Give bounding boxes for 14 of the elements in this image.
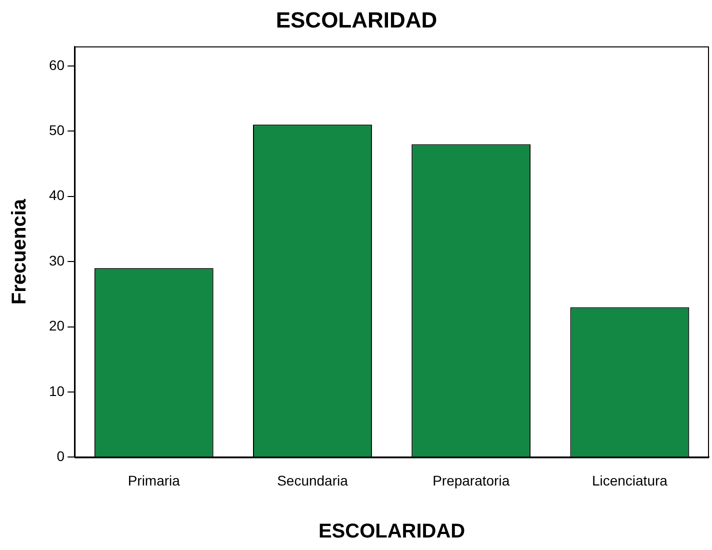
x-tick-label: Secundaria [277,472,348,488]
y-tick-label: 0 [56,448,65,464]
x-tick-label: Preparatoria [432,472,510,488]
chart-title: ESCOLARIDAD [276,7,438,32]
y-axis-title: Frecuencia [8,198,31,305]
y-tick-label: 10 [48,382,65,399]
y-tick-label: 50 [48,122,65,138]
y-tick-label: 30 [48,252,65,268]
x-axis-title: ESCOLARIDAD [318,520,466,543]
y-tick-label: 20 [48,318,65,334]
x-tick-label: Primaria [128,472,180,488]
y-tick-label: 40 [48,187,65,204]
y-tick-label: 60 [48,56,65,73]
x-tick-label: Licenciatura [592,472,668,488]
